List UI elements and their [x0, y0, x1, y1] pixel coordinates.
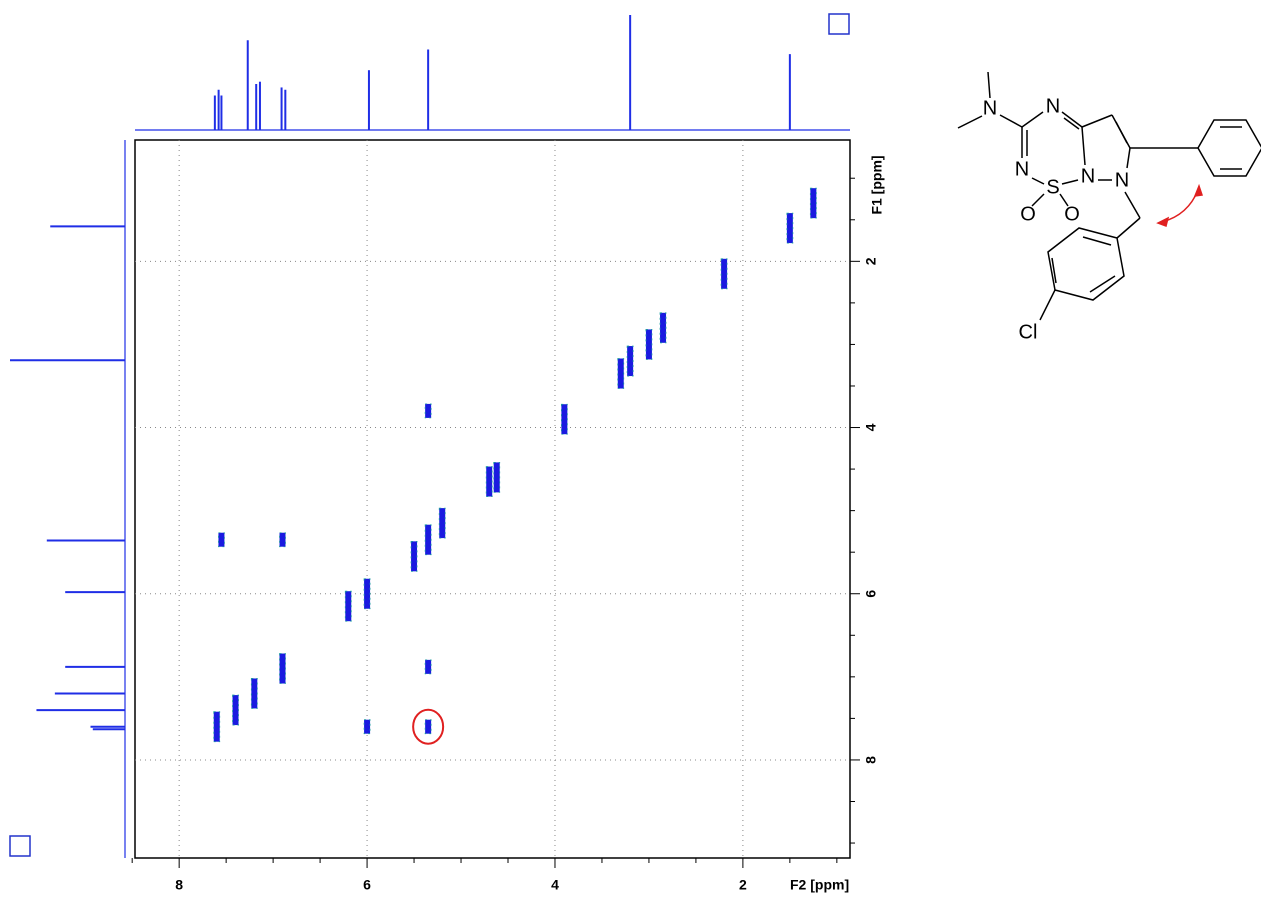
atom-label: N: [1015, 158, 1029, 180]
peak: [560, 403, 568, 435]
peak: [809, 187, 817, 219]
x-axis-label: F2 [ppm]: [790, 877, 849, 893]
y-tick-label: 4: [863, 423, 879, 431]
peak: [410, 540, 418, 572]
y-tick-label: 2: [863, 257, 879, 265]
peak: [218, 532, 225, 548]
x-tick-label: 2: [739, 877, 747, 893]
peak: [659, 312, 667, 344]
peak: [617, 358, 625, 389]
atom-label: N: [983, 97, 997, 119]
peak: [424, 403, 432, 419]
atom-label: O: [1064, 203, 1080, 225]
atom-label: N: [1046, 95, 1060, 117]
peak: [493, 461, 501, 493]
peak: [645, 329, 653, 360]
peak: [250, 678, 258, 709]
peak: [363, 578, 371, 610]
highlight-circle: [412, 708, 445, 745]
x-tick-label: 8: [175, 877, 183, 893]
peak: [720, 258, 728, 290]
atom-label: O: [1020, 203, 1036, 225]
peak: [424, 659, 432, 675]
peak: [424, 524, 432, 556]
y-tick-label: 8: [863, 756, 879, 764]
y-axis-label: F1 [ppm]: [869, 155, 885, 214]
x-tick-label: 6: [363, 877, 371, 893]
structure: [957, 71, 1261, 321]
corner-box: [828, 13, 850, 35]
peak: [232, 694, 239, 726]
x-tick-label: 4: [551, 877, 559, 893]
peak: [786, 212, 794, 244]
corner-box: [9, 835, 31, 857]
peak: [344, 590, 352, 622]
peak: [279, 653, 286, 684]
atom-label: S: [1046, 176, 1059, 198]
peak: [213, 711, 221, 743]
plot-frame: [134, 139, 851, 859]
peak: [279, 532, 286, 548]
peak: [626, 345, 634, 377]
peak: [424, 719, 432, 735]
peak: [363, 719, 371, 735]
atom-label: N: [1081, 165, 1095, 187]
y-tick-label: 6: [863, 590, 879, 598]
peak: [438, 507, 446, 539]
atom-label: Cl: [1019, 321, 1038, 343]
peak: [485, 466, 493, 497]
atom-label: N: [1115, 169, 1129, 191]
